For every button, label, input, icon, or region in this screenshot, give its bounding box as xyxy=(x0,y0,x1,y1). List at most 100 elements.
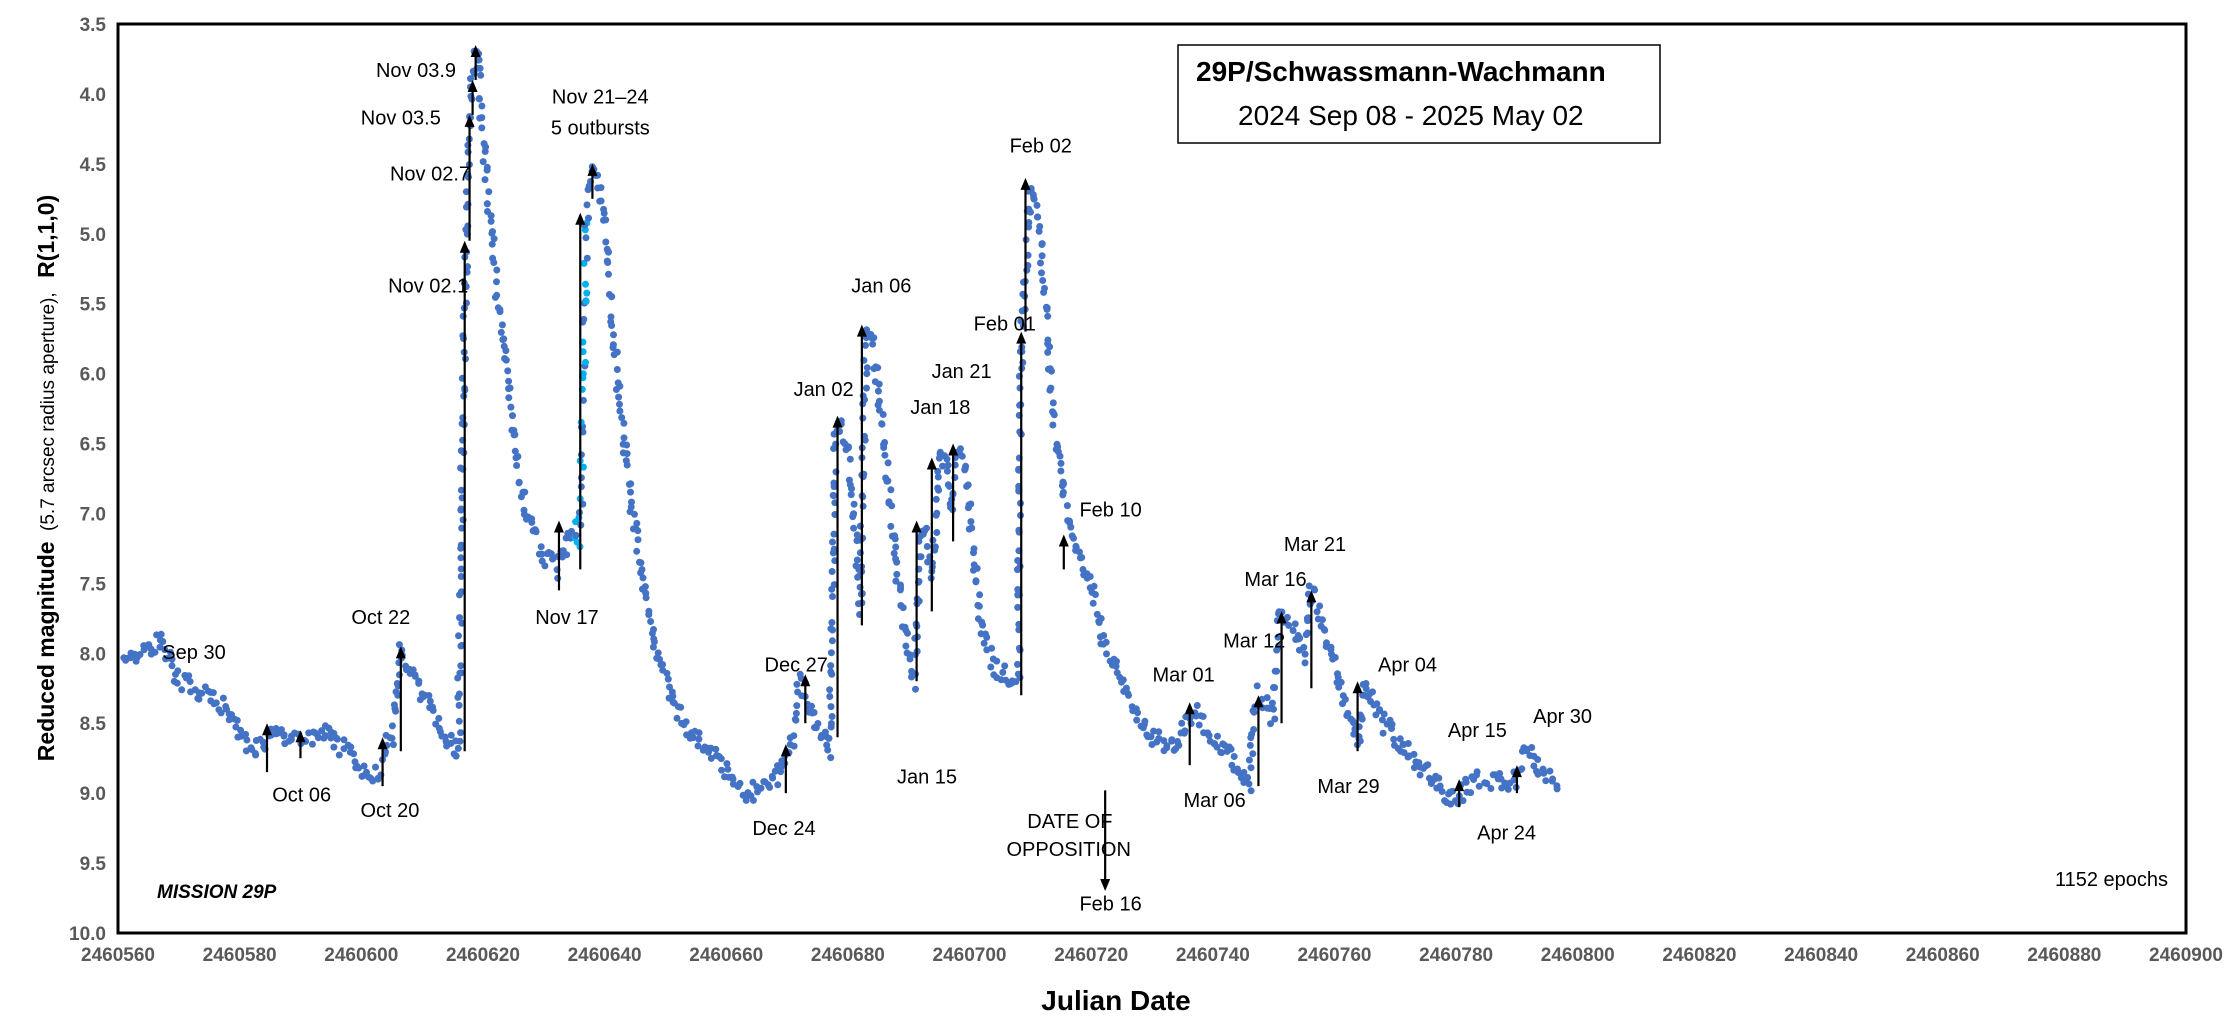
data-point xyxy=(415,677,423,685)
data-point xyxy=(616,400,623,408)
data-point xyxy=(970,549,977,557)
data-point xyxy=(541,562,549,570)
data-point xyxy=(174,667,182,675)
data-point xyxy=(923,524,930,532)
data-point xyxy=(933,509,941,517)
data-point xyxy=(554,574,562,582)
data-point xyxy=(863,370,871,378)
outburst-arrow-head xyxy=(395,646,406,659)
data-point xyxy=(1240,768,1248,776)
data-point xyxy=(1035,227,1043,235)
data-point xyxy=(454,744,462,752)
data-point xyxy=(654,649,662,657)
data-point xyxy=(987,663,995,671)
data-point xyxy=(884,477,892,485)
outburst-arrow-head xyxy=(295,730,306,743)
data-point xyxy=(620,419,628,427)
data-point xyxy=(1311,586,1319,594)
data-point xyxy=(881,451,889,459)
data-point xyxy=(749,796,757,804)
data-point xyxy=(1289,627,1297,634)
data-point xyxy=(890,549,898,557)
annotation-label: Feb 01 xyxy=(974,313,1036,335)
data-point xyxy=(923,543,931,550)
data-point xyxy=(502,356,510,364)
outburst-arrow-head xyxy=(856,324,867,337)
annotation-label: Dec 27 xyxy=(765,655,828,677)
plot-area-border xyxy=(116,22,2188,935)
data-point xyxy=(488,240,496,248)
data-point xyxy=(582,297,590,305)
data-point xyxy=(1042,303,1050,311)
data-point xyxy=(1518,765,1526,773)
data-point xyxy=(389,741,397,749)
y-axis-title-aperture: (5.7 arcsec radius aperture), xyxy=(38,292,59,531)
data-point xyxy=(605,270,612,278)
data-point xyxy=(899,604,907,612)
data-point xyxy=(957,445,964,453)
data-point xyxy=(1245,780,1253,788)
data-point xyxy=(1039,277,1047,284)
data-point xyxy=(457,554,465,562)
data-point xyxy=(314,734,322,742)
data-point xyxy=(1049,421,1057,429)
data-point xyxy=(944,461,952,469)
annotation-label: Nov 03.5 xyxy=(361,108,441,130)
data-point xyxy=(663,669,671,677)
data-point xyxy=(682,718,690,726)
data-point xyxy=(793,702,801,710)
data-point xyxy=(585,214,592,222)
data-point xyxy=(217,709,225,717)
data-point xyxy=(1204,729,1212,737)
data-point xyxy=(854,573,862,581)
annotation-label: Jan 18 xyxy=(910,397,970,419)
annotation-label: DATE OF xyxy=(1027,811,1112,833)
annotation-label: Feb 10 xyxy=(1079,499,1141,521)
data-point xyxy=(906,655,914,663)
data-point xyxy=(808,702,815,710)
data-point xyxy=(988,644,996,652)
data-point xyxy=(887,522,895,530)
y-axis-ticks: 3.5 4.0 4.5 5.0 5.5 6.0 6.5 7.0 7.5 8.0 8.5 9.0 9.5 1… xyxy=(69,15,106,945)
data-point xyxy=(1510,776,1518,784)
outburst-arrow-head xyxy=(467,79,478,92)
data-point xyxy=(1350,719,1357,727)
data-point xyxy=(579,463,587,471)
data-point xyxy=(1014,660,1021,668)
data-point xyxy=(1134,709,1142,717)
data-point xyxy=(1321,626,1329,634)
data-point xyxy=(514,453,522,460)
data-point xyxy=(975,602,983,610)
data-point xyxy=(1271,684,1279,692)
data-point xyxy=(1504,785,1512,793)
data-point xyxy=(608,293,616,301)
data-point xyxy=(509,412,516,420)
data-point xyxy=(335,751,343,759)
data-point xyxy=(893,570,901,578)
data-point xyxy=(1467,789,1475,797)
data-point xyxy=(233,716,241,724)
data-point xyxy=(618,414,626,422)
annotation-label: Mar 12 xyxy=(1223,631,1285,653)
data-point xyxy=(844,444,852,452)
x-tick-label: 2460820 xyxy=(1662,945,1736,966)
outburst-arrow-head xyxy=(553,520,564,533)
data-point xyxy=(1283,613,1291,621)
data-point xyxy=(902,642,910,650)
data-point xyxy=(634,527,642,535)
data-point xyxy=(507,403,515,411)
data-point xyxy=(1462,775,1470,783)
data-point xyxy=(478,124,486,132)
data-point xyxy=(828,619,836,626)
data-point xyxy=(1301,659,1309,667)
data-point xyxy=(502,347,510,355)
outburst-arrow-head xyxy=(470,44,481,57)
data-point xyxy=(830,581,838,589)
data-point xyxy=(447,731,455,739)
data-point xyxy=(1301,650,1309,658)
data-point xyxy=(441,733,449,741)
data-point xyxy=(1063,502,1071,510)
outburst-arrow-head xyxy=(1306,590,1317,603)
y-tick-label: 7.0 xyxy=(80,504,106,525)
